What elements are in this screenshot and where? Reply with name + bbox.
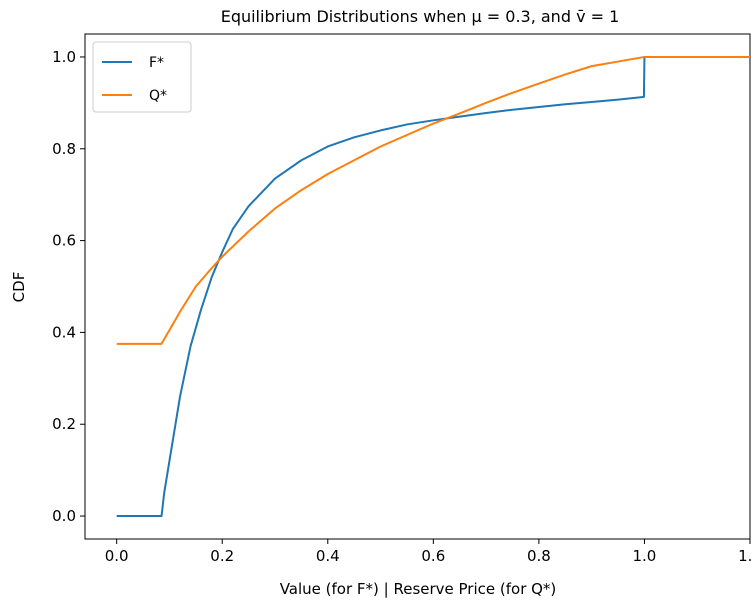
x-tick-label: 1.0 (633, 547, 657, 565)
y-tick-label: 0.8 (52, 140, 76, 158)
x-axis-ticks: 0.0 0.2 0.4 0.6 0.8 1.0 1.2 (105, 539, 751, 565)
legend-box (92, 41, 192, 113)
y-axis-ticks: 0.0 0.2 0.4 0.6 0.8 1.0 (52, 48, 85, 525)
y-axis-label: CDF (10, 272, 28, 303)
legend-label-q-star: Q* (149, 88, 167, 104)
x-axis-label: Value (for F*) | Reserve Price (for Q*) (280, 580, 557, 598)
series-line-f-star (116, 55, 750, 518)
series-line-q-star (116, 55, 750, 345)
x-tick-label: 1.2 (738, 547, 751, 565)
y-tick-label: 0.0 (52, 507, 76, 525)
y-tick-label: 1.0 (52, 48, 76, 66)
legend: F* Q* (92, 41, 192, 113)
x-tick-label: 0.0 (105, 547, 129, 565)
y-tick-label: 0.4 (52, 323, 76, 341)
y-tick-label: 0.2 (52, 415, 76, 433)
x-tick-label: 0.6 (421, 547, 445, 565)
series-layer (116, 55, 750, 518)
y-tick-label: 0.6 (52, 232, 76, 250)
x-tick-label: 0.2 (210, 547, 234, 565)
x-tick-label: 0.8 (527, 547, 551, 565)
legend-label-f-star: F* (149, 55, 164, 71)
x-tick-label: 0.4 (316, 547, 340, 565)
chart-title: Equilibrium Distributions when μ = 0.3, … (221, 7, 620, 26)
